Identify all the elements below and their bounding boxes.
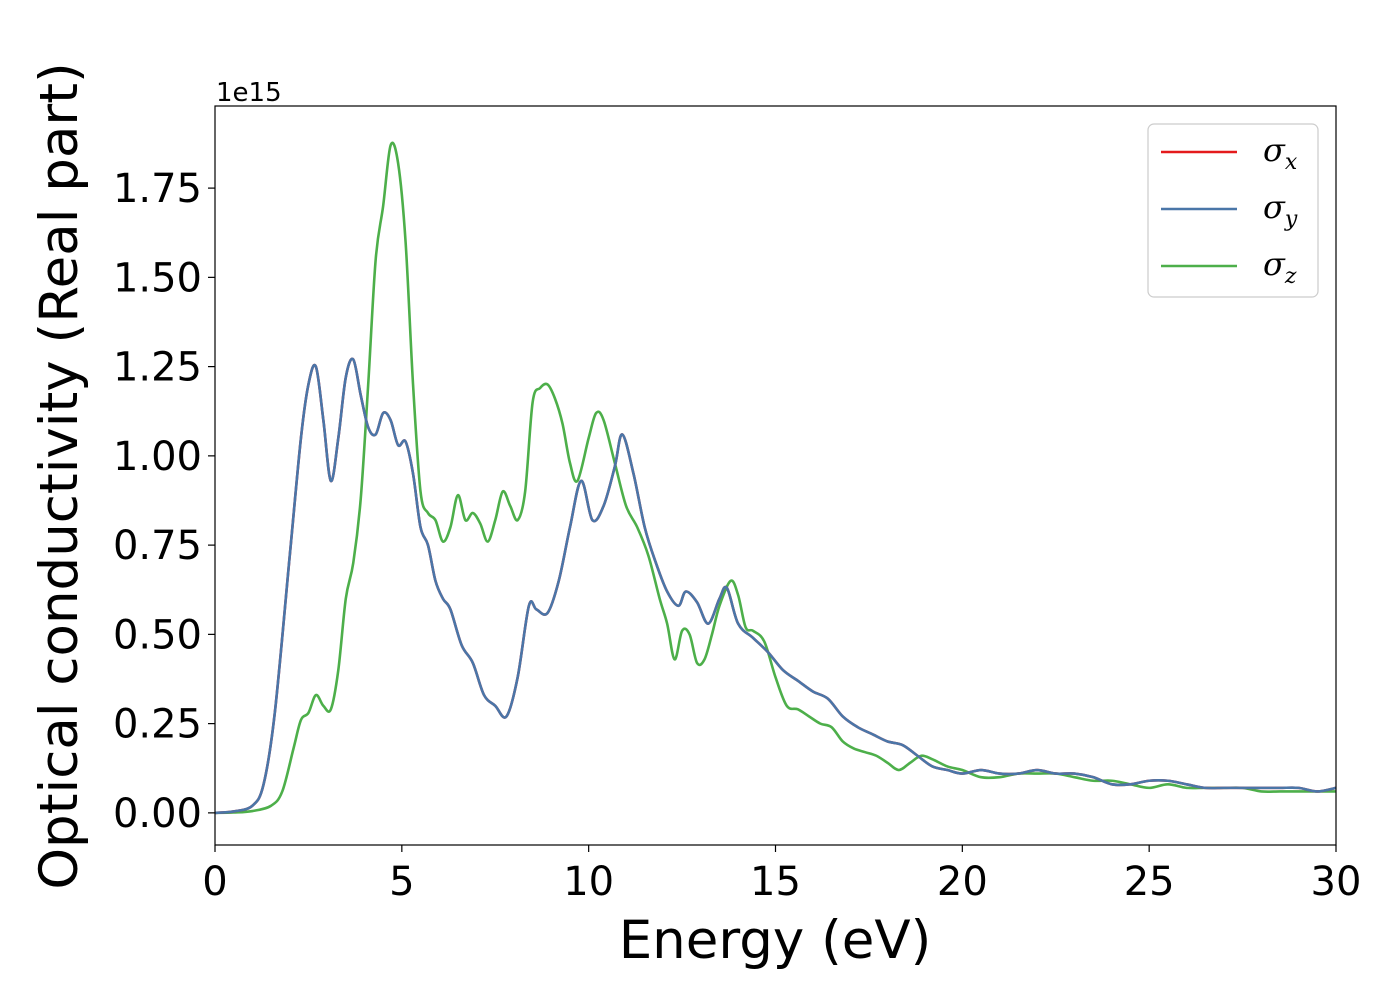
x-tick-label: 10 — [563, 859, 614, 905]
y-offset-text: 1e15 — [216, 78, 282, 108]
series-group — [215, 141, 1336, 815]
x-tick-label: 5 — [389, 859, 414, 905]
x-tick-label: 20 — [937, 859, 988, 905]
y-tick-label: 1.00 — [113, 434, 202, 480]
series-line-y — [215, 357, 1336, 815]
y-tick-label: 1.50 — [113, 255, 202, 301]
y-tick-label: 1.75 — [113, 166, 202, 212]
y-tick-label: 1.25 — [113, 345, 202, 391]
legend-label-y: σy — [1263, 188, 1298, 232]
legend: σx σy σz — [1147, 123, 1319, 298]
legend-label-z: σz — [1263, 245, 1297, 289]
y-tick-label: 0.75 — [113, 523, 202, 569]
legend-box — [1147, 123, 1319, 298]
y-tick-label: 0.50 — [113, 612, 202, 658]
x-tick-label: 15 — [750, 859, 801, 905]
x-axis-label: Energy (eV) — [619, 910, 932, 971]
x-tick-label: 30 — [1311, 859, 1362, 905]
y-tick-label: 0.25 — [113, 702, 202, 748]
plot-frame — [214, 105, 1337, 846]
x-tick-label: 0 — [202, 859, 227, 905]
legend-label-x: σx — [1263, 131, 1298, 175]
ticks-group: 0 5 10 15 20 25 30 0.00 0.25 0.50 0.75 1.00 1.25 1.50… — [113, 166, 1362, 905]
y-axis-label: Optical conductivity (Real part) — [29, 62, 90, 889]
x-tick-label: 25 — [1124, 859, 1175, 905]
y-tick-label: 0.00 — [113, 791, 202, 837]
